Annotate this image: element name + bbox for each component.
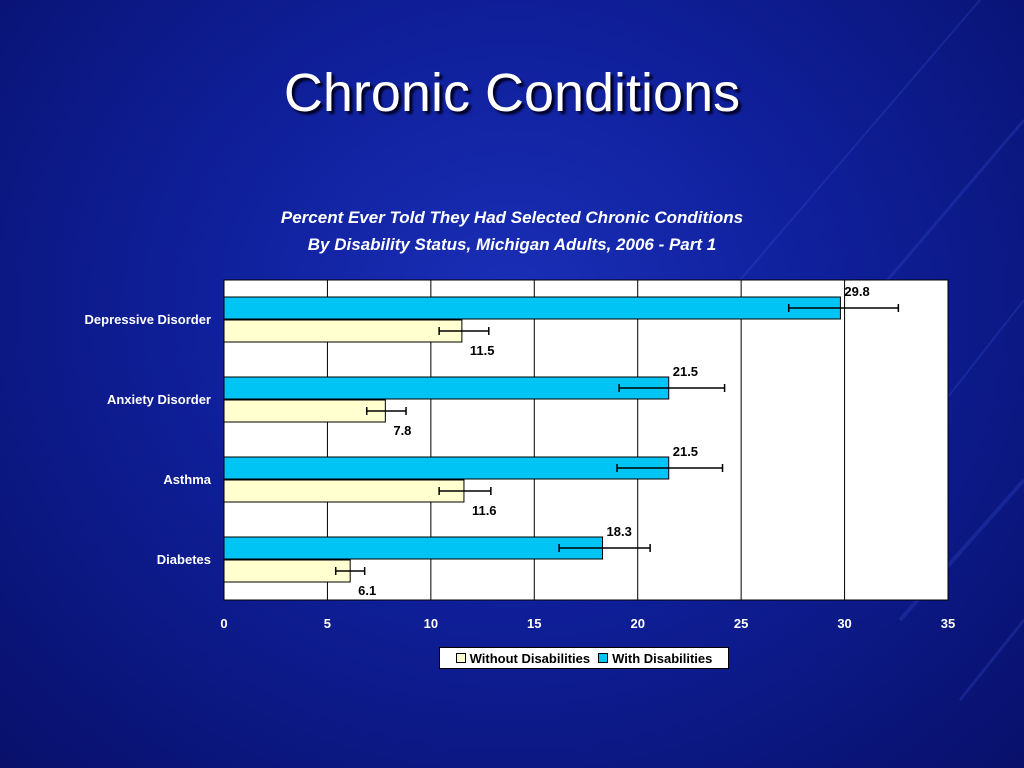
legend-item-with: With Disabilities [598, 651, 712, 666]
chart-subtitle: By Disability Status, Michigan Adults, 2… [307, 235, 717, 254]
legend-swatch-with [598, 653, 609, 663]
chart-legend: Without Disabilities With Disabilities [439, 647, 729, 669]
x-tick-label: 30 [837, 616, 851, 631]
legend-label-without: Without Disabilities [469, 650, 591, 666]
bar-without [223, 559, 351, 583]
data-label-with: 21.5 [673, 444, 698, 459]
bar-without [223, 479, 465, 503]
category-label: Diabetes [157, 552, 211, 567]
x-tick-label: 0 [220, 616, 227, 631]
data-label-without: 6.1 [358, 583, 376, 598]
legend-label-with: With Disabilities [612, 650, 713, 666]
x-tick-label: 35 [941, 616, 955, 631]
bar-with [223, 536, 604, 560]
data-label-with: 21.5 [673, 364, 698, 379]
data-label-with: 29.8 [844, 284, 869, 299]
legend-item-without: Without Disabilities [455, 650, 591, 666]
x-tick-label: 25 [734, 616, 748, 631]
bar-with [223, 376, 670, 400]
chart-title: Percent Ever Told They Had Selected Chro… [280, 208, 744, 227]
bar-with [223, 296, 841, 320]
category-label: Anxiety Disorder [107, 392, 211, 407]
x-tick-label: 5 [324, 616, 331, 631]
category-label: Asthma [163, 472, 211, 487]
data-label-without: 11.5 [470, 343, 495, 358]
x-tick-label: 15 [527, 616, 541, 631]
x-tick-label: 20 [630, 616, 644, 631]
slide-title: Chronic Conditions [283, 63, 741, 123]
bar-with [223, 456, 670, 480]
category-label: Depressive Disorder [85, 312, 211, 327]
legend-swatch-without [455, 653, 466, 663]
x-tick-label: 10 [424, 616, 438, 631]
bar-without [223, 319, 463, 343]
data-label-with: 18.3 [607, 524, 632, 539]
data-label-without: 11.6 [472, 503, 497, 518]
data-label-without: 7.8 [393, 423, 411, 438]
bar-without [223, 399, 386, 423]
